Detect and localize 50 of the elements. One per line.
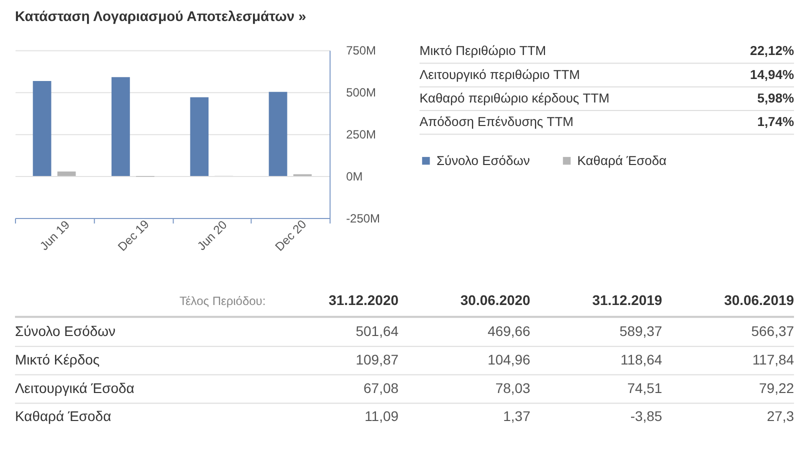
text: Λειτουργικό περιθώριο TTM: [419, 66, 580, 82]
text: Τέλος Περιόδου:: [179, 294, 266, 308]
text: -3,85: [630, 408, 662, 424]
y-tick-label: -250M: [346, 211, 380, 226]
text: 117,84: [752, 351, 794, 368]
category-label: 31.12.2020: [328, 292, 399, 308]
text: 1,74%: [757, 114, 794, 130]
category-label: 31.12.2019: [592, 292, 662, 308]
y-tick-label: 250M: [346, 128, 376, 142]
bar: [112, 77, 130, 176]
category-label: 30.06.2019: [724, 292, 794, 308]
bar: [190, 97, 209, 176]
text: 104,96: [488, 351, 531, 368]
legend-label: Καθαρά Έσοδα: [577, 152, 668, 168]
text: 109,87: [356, 351, 399, 368]
text: 27,3: [766, 408, 794, 424]
text: 469,66: [488, 322, 531, 339]
category-label: Σύνολο Εσόδων: [14, 322, 116, 339]
category-label: 30.06.2020: [460, 292, 531, 308]
x-tick-label: Jun 19: [37, 218, 73, 254]
text: 67,08: [364, 380, 399, 396]
category-label: Λειτουργικά Έσοδα: [14, 380, 134, 396]
x-tick-label: Dec 19: [115, 216, 152, 254]
text: 566,37: [751, 322, 794, 339]
bar: [32, 81, 52, 176]
bar: [268, 92, 288, 176]
category-label: Μικτό Κέρδος: [14, 351, 100, 368]
category-label: Καθαρά Έσοδα: [14, 408, 112, 424]
text: 118,64: [620, 351, 662, 368]
text: Μικτό Περιθώριο TTM: [419, 43, 546, 58]
text: 11,09: [364, 408, 399, 424]
text: 501,64: [356, 322, 399, 339]
text: 1,37: [503, 408, 531, 424]
text: 589,37: [619, 322, 662, 339]
y-tick-label: 750M: [346, 44, 376, 58]
text: 22,12%: [750, 43, 794, 58]
y-tick-label: 0M: [346, 170, 363, 184]
text: 74,51: [627, 380, 662, 396]
text: 79,22: [759, 380, 794, 396]
text: Καθαρό περιθώριο κέρδους TTM: [419, 90, 610, 106]
legend-label: Σύνολο Εσόδων: [436, 152, 530, 168]
text: 5,98%: [757, 90, 794, 106]
x-tick-label: Dec 20: [272, 216, 310, 254]
x-tick-label: Jun 20: [194, 218, 230, 254]
y-tick-label: 500M: [346, 86, 376, 100]
text: 14,94%: [750, 66, 794, 82]
text: 78,03: [495, 380, 531, 396]
bar: [57, 171, 76, 176]
chart-title: Κατάσταση Λογαριασμού Αποτελεσμάτων »: [14, 8, 306, 24]
text: Απόδοση Επένδυσης TTM: [419, 114, 574, 130]
